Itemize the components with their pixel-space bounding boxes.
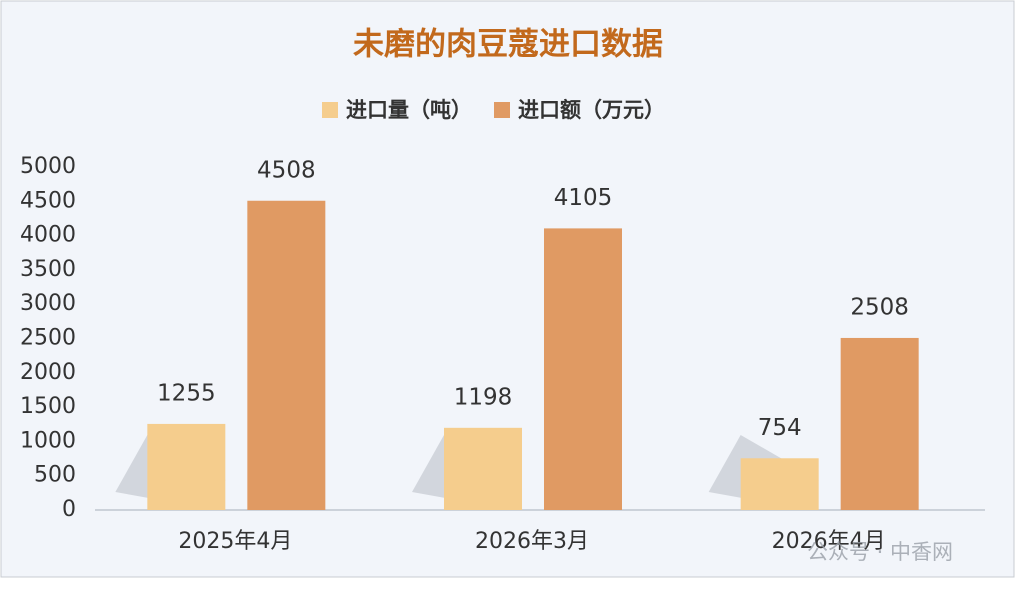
bar [840,337,919,510]
data-label: 4105 [554,185,613,211]
y-tick-label: 4000 [20,223,76,248]
chart-title: 未磨的肉豆蔻进口数据 [353,27,663,63]
legend-swatch [322,102,338,118]
y-tick-label: 500 [34,463,76,488]
bar [444,427,522,510]
bar [740,458,819,510]
watermark: 公众号 · 中香网 [807,540,953,564]
data-label: 754 [758,415,802,441]
bar [544,228,622,510]
data-label: 4508 [257,157,316,183]
y-tick-label: 3000 [20,291,76,316]
y-tick-label: 2500 [20,326,76,351]
y-tick-label: 4500 [20,188,76,213]
y-tick-label: 0 [62,497,76,522]
y-tick-label: 1000 [20,428,76,453]
legend-swatch [494,102,510,118]
data-label: 2508 [850,294,909,320]
data-label: 1198 [454,384,513,410]
y-tick-label: 2000 [20,360,76,385]
data-label: 1255 [157,380,216,406]
legend-label: 进口量（吨） [346,98,472,122]
x-tick-label: 2026年3月 [475,529,589,554]
x-tick-label: 2025年4月 [178,529,292,554]
y-tick-label: 3500 [20,257,76,282]
bar [147,423,226,510]
y-tick-label: 5000 [20,154,76,179]
y-tick-label: 1500 [20,394,76,419]
legend-label: 进口额（万元） [518,98,665,122]
bar [247,200,326,510]
x-tick-label: 2026年4月 [772,529,886,554]
